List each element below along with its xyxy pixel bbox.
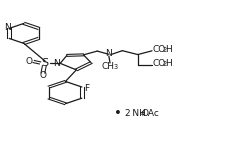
Text: 2: 2 (163, 61, 167, 67)
Text: O: O (39, 71, 46, 80)
Text: 4: 4 (140, 111, 144, 117)
Text: CH: CH (101, 62, 114, 71)
Text: 3: 3 (114, 64, 118, 70)
Text: H: H (166, 59, 172, 68)
Text: S: S (42, 58, 49, 68)
Text: 2 NH: 2 NH (125, 108, 146, 118)
Text: CO: CO (153, 59, 166, 68)
Text: •: • (114, 107, 122, 120)
Text: N: N (105, 49, 112, 58)
Text: H: H (166, 45, 172, 54)
Text: N: N (53, 59, 60, 68)
Text: OAc: OAc (142, 108, 160, 118)
Text: N: N (4, 23, 11, 33)
Text: 2: 2 (163, 47, 167, 53)
Text: CO: CO (153, 45, 166, 54)
Text: O: O (26, 57, 33, 66)
Text: F: F (84, 84, 90, 93)
